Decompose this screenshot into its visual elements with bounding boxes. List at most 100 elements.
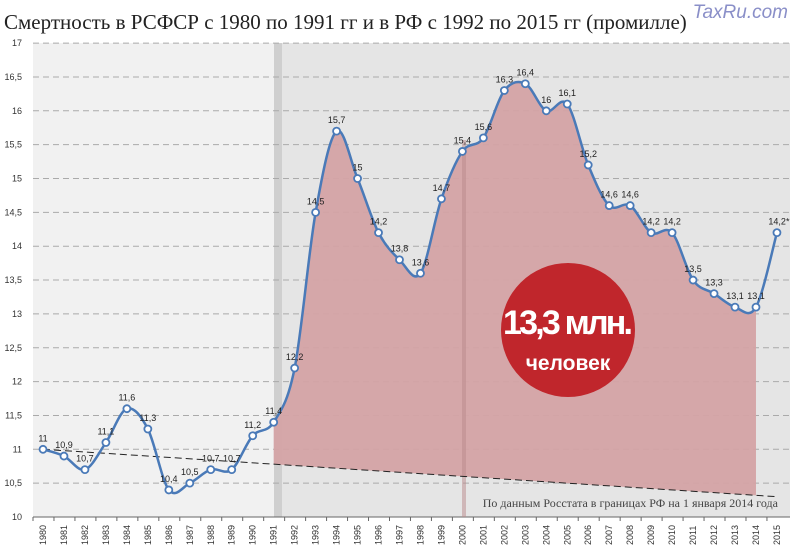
data-label: 13,6 [412,257,430,267]
data-point [122,404,132,414]
data-point [751,302,761,312]
data-label: 10,7 [202,454,220,464]
x-tick-label: 1986 [164,525,174,545]
data-label: 14,2* [768,217,790,227]
data-point [395,255,404,265]
data-label: 10,4 [160,474,178,484]
x-tick-label: 2013 [730,525,740,545]
data-label: 11,1 [97,427,114,437]
data-point [80,465,90,475]
data-point [164,485,174,495]
data-label: 11,2 [244,420,261,430]
x-tick-label: 1995 [353,525,363,545]
y-tick-label: 12,5 [4,343,22,353]
data-label: 11,3 [139,413,156,423]
data-point [478,133,488,143]
y-tick-label: 10,5 [4,478,22,488]
year-2000-shadow [462,140,466,517]
x-tick-label: 1980 [38,525,48,545]
x-tick-label: 1984 [122,525,132,545]
x-tick-label: 1992 [290,525,300,545]
y-tick-label: 11 [13,444,22,454]
data-point [541,106,551,116]
data-label: 15 [353,163,363,173]
x-tick-label: 1991 [269,525,279,545]
data-point [374,228,383,238]
y-tick-label: 14,5 [4,207,22,217]
data-point [625,201,635,210]
data-label: 14,5 [307,196,325,206]
x-tick-label: 2015 [772,525,782,545]
data-point [646,228,656,238]
data-label: 10,7 [223,454,241,464]
data-point [520,79,530,89]
annotation-unit: человек [526,352,611,375]
y-tick-label: 15,5 [4,140,22,150]
data-label: 11,4 [265,406,282,416]
x-tick-label: 2008 [625,525,635,545]
data-point [311,207,321,217]
x-tick-label: 1987 [185,525,195,545]
data-point [499,86,509,95]
x-tick-label: 2009 [646,525,656,545]
data-point [416,268,425,278]
x-tick-label: 1988 [206,525,216,545]
y-tick-label: 16 [12,106,22,116]
data-label: 10,7 [76,454,94,464]
x-tick-label: 1981 [59,525,69,545]
y-tick-label: 13,5 [4,275,22,285]
data-point [143,424,153,434]
data-point [38,444,48,454]
x-tick-label: 1985 [143,525,153,545]
x-tick-label: 2012 [709,525,719,545]
x-tick-label: 1990 [248,525,258,545]
y-tick-label: 17 [12,38,22,48]
data-point [101,438,111,447]
data-label: 11,6 [118,393,135,403]
y-tick-label: 10 [12,512,22,522]
x-tick-label: 2006 [583,525,593,545]
data-label: 12,2 [286,352,304,362]
annotation-circle [501,263,635,397]
x-tick-label: 1998 [415,525,425,545]
data-label: 16,1 [558,88,576,98]
data-label: 10,9 [55,440,73,450]
data-label: 13,8 [391,244,409,254]
data-label: 16 [541,95,551,105]
data-label: 14,2 [642,217,660,227]
x-tick-label: 1989 [227,525,237,545]
data-point [709,289,719,298]
data-point [206,465,216,475]
data-point [269,417,279,427]
y-tick-label: 12 [12,377,22,387]
y-tick-label: 11,5 [5,410,22,420]
data-label: 10,5 [181,467,199,477]
data-point [772,228,782,238]
data-label: 13,3 [705,278,723,288]
annotation-value: 13,3 млн. [503,304,633,342]
data-label: 14,2 [370,217,388,227]
source-note: По данным Росстата в границах РФ на 1 ян… [483,496,779,510]
data-label: 15,6 [475,122,493,132]
x-tick-label: 2001 [478,525,488,545]
data-point [604,201,614,210]
y-tick-label: 13 [12,309,22,319]
data-label: 14,6 [600,190,618,200]
data-label: 14,7 [433,183,451,193]
x-tick-label: 1994 [332,525,342,545]
data-label: 15,2 [579,149,597,159]
data-point [562,99,572,109]
data-label: 11 [38,433,47,443]
data-point [730,302,740,312]
data-label: 13,5 [684,264,702,274]
data-point [248,431,258,441]
trend-line [42,448,777,498]
x-tick-label: 2011 [688,526,698,545]
data-point [59,451,69,461]
y-tick-label: 15 [12,174,22,184]
data-point [227,465,237,475]
data-point [688,275,698,285]
data-point [185,478,195,488]
